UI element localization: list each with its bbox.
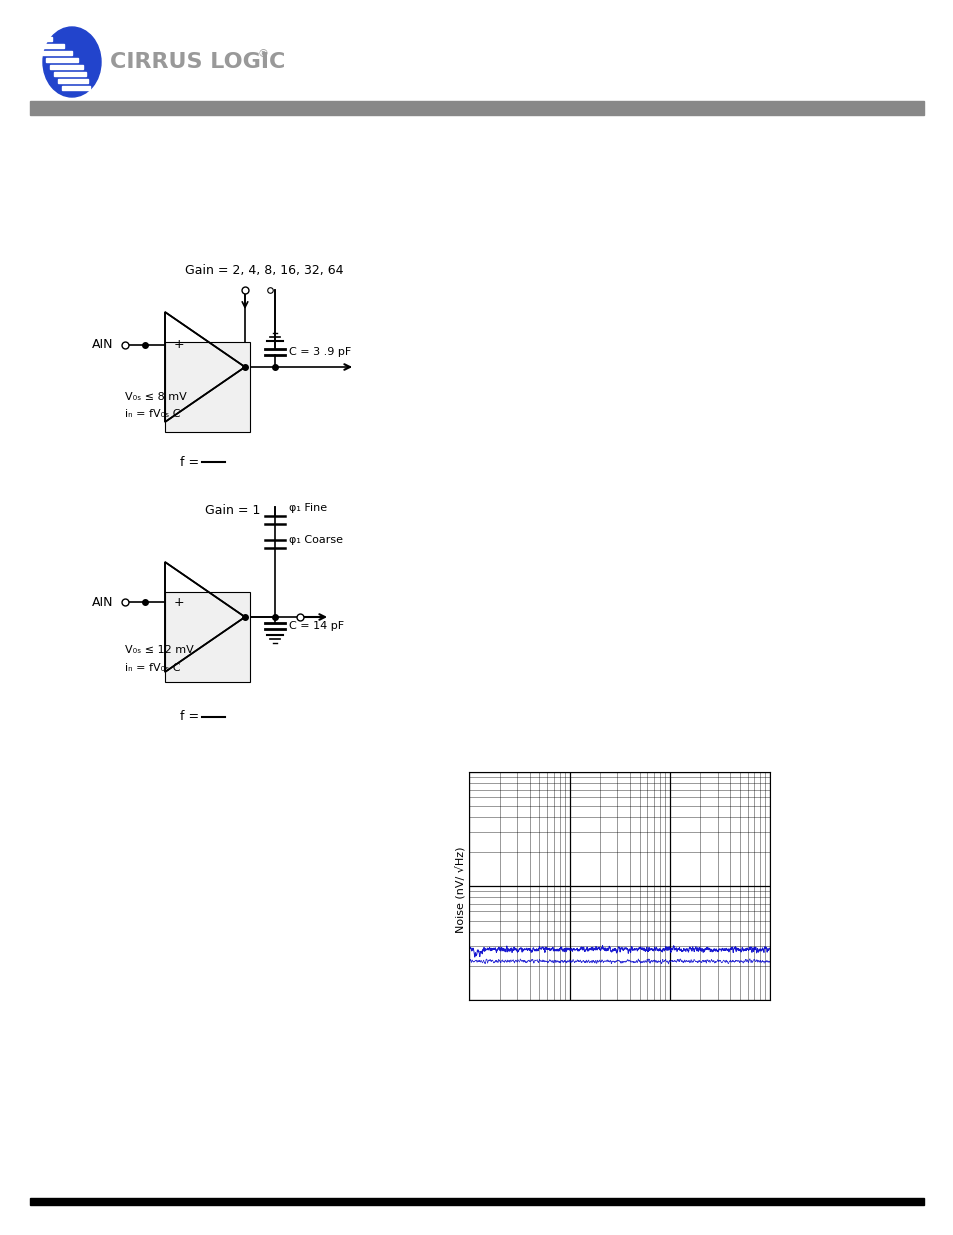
Text: iₙ = fV₀ₛ C: iₙ = fV₀ₛ C bbox=[125, 409, 180, 419]
Text: C = 14 pF: C = 14 pF bbox=[289, 621, 344, 631]
Text: Gain = 2, 4, 8, 16, 32, 64: Gain = 2, 4, 8, 16, 32, 64 bbox=[185, 264, 343, 277]
Text: Noise (nV/ √Hz): Noise (nV/ √Hz) bbox=[455, 847, 465, 934]
Text: ®: ® bbox=[257, 49, 269, 59]
Bar bbox=[50, 65, 83, 69]
Text: Gain = 1: Gain = 1 bbox=[205, 504, 260, 517]
Bar bbox=[58, 79, 88, 83]
Bar bbox=[62, 86, 90, 90]
Bar bbox=[32, 37, 52, 41]
Ellipse shape bbox=[43, 27, 101, 98]
Bar bbox=[42, 51, 71, 56]
Text: φ₁ Fine: φ₁ Fine bbox=[289, 503, 327, 513]
Text: f =: f = bbox=[180, 710, 203, 724]
Text: AIN: AIN bbox=[91, 595, 112, 609]
Text: +: + bbox=[173, 595, 184, 609]
Text: f =: f = bbox=[180, 456, 203, 468]
Text: C = 3 .9 pF: C = 3 .9 pF bbox=[289, 347, 351, 357]
Text: AIN: AIN bbox=[91, 338, 112, 352]
Bar bbox=[38, 44, 64, 48]
Text: V₀ₛ ≤ 12 mV: V₀ₛ ≤ 12 mV bbox=[125, 645, 193, 655]
Bar bbox=[54, 72, 86, 77]
Bar bbox=[46, 58, 78, 62]
Bar bbox=[30, 101, 923, 115]
Bar bbox=[165, 342, 250, 432]
Text: φ₁ Coarse: φ₁ Coarse bbox=[289, 535, 343, 545]
Bar bbox=[165, 592, 250, 682]
Text: V₀ₛ ≤ 8 mV: V₀ₛ ≤ 8 mV bbox=[125, 391, 187, 403]
Bar bbox=[30, 1198, 923, 1205]
Text: CIRRUS LOGIC: CIRRUS LOGIC bbox=[110, 52, 285, 72]
Text: iₙ = fV₀ₛ C: iₙ = fV₀ₛ C bbox=[125, 663, 180, 673]
Text: +: + bbox=[173, 338, 184, 352]
